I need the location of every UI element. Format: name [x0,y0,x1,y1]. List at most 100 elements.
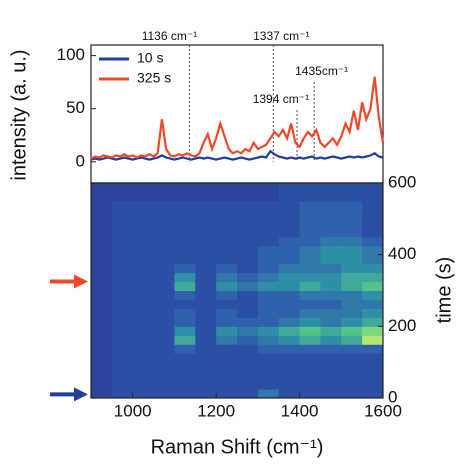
heatmap-cell [299,200,321,211]
heatmap-cell [195,281,217,291]
heatmap-cell [320,353,342,363]
heatmap-cell [132,183,155,193]
heatmap-cell [341,371,363,381]
heatmap-cell [278,299,301,309]
heatmap-cell [278,254,301,265]
heatmap-cell [195,263,217,274]
heatmap-cell [174,317,196,327]
heatmap-cell [320,290,342,300]
heatmap-cell [257,344,280,354]
heatmap-cell [320,308,342,318]
heatmap-cell [299,335,321,345]
heatmap-cell [91,344,113,354]
heatmap-cell [362,218,384,229]
heatmap-cell [195,380,217,390]
heatmap-cell [132,335,155,345]
heatmap-cell [299,191,321,202]
heatmap-cell [195,389,217,399]
heatmap-cell [320,218,342,229]
heatmap-cell [237,191,259,202]
annotation-label: 1337 cm⁻¹ [253,29,309,43]
heatmap-cell [278,245,301,256]
heatmap-cell [195,227,217,238]
heatmap-cell [132,317,155,327]
heatmap-cell [216,227,238,238]
heatmap-cell [111,245,134,256]
heatmap-cell [320,281,342,291]
heatmap-cell [91,227,113,238]
x-axis-label: Raman Shift (cm⁻¹) [151,436,324,458]
heatmap-cell [216,209,238,220]
annotation-label: 1435cm⁻¹ [295,64,348,78]
heatmap-cell [299,371,321,381]
heatmap-cell [132,281,155,291]
heatmap-cell [257,353,280,363]
heatmap-cell [237,227,259,238]
heatmap-cell [153,308,175,318]
heatmap-cell [216,272,238,283]
heatmap-cell [174,200,196,211]
heatmap-cell [153,272,175,283]
heatmap-cell [341,380,363,390]
heatmap-cell [257,326,280,336]
heatmap-cell [91,290,113,300]
heatmap-cell [278,218,301,229]
heatmap-cell [91,317,113,327]
time-arrow-head [74,387,88,402]
heatmap-cell [153,191,175,202]
heatmap-cell [216,353,238,363]
heatmap-cell [341,299,363,309]
heatmap-cell [216,200,238,211]
heatmap-cell [174,290,196,300]
y2-tick-label: 400 [388,244,416,263]
heatmap-cell [341,308,363,318]
heatmap-cell [341,227,363,238]
heatmap-cell [341,335,363,345]
heatmap-cell [91,335,113,345]
heatmap-cell [278,317,301,327]
y-axis-label: intensity (a. u.) [8,49,30,180]
heatmap-cell [341,353,363,363]
heatmap-cell [91,272,113,283]
heatmap-cell [341,200,363,211]
heatmap-cell [237,263,259,274]
heatmap-cell [153,380,175,390]
heatmap-cell [299,218,321,229]
heatmap-cell [320,389,342,399]
heatmap-cell [362,380,384,390]
x-tick-label: 1600 [364,401,402,420]
heatmap-cell [216,236,238,247]
heatmap-cell [91,218,113,229]
heatmap-cell [132,326,155,336]
heatmap-cell [278,389,301,399]
heatmap-cell [257,236,280,247]
heatmap-cell [216,362,238,372]
heatmap-cell [132,380,155,390]
heatmap-cell [257,371,280,381]
heatmap-cell [216,263,238,274]
heatmap-cell [341,218,363,229]
heatmap-cell [153,263,175,274]
heatmap-cell [111,218,134,229]
heatmap-cell [362,209,384,220]
heatmap-cell [174,308,196,318]
heatmap-cell [341,209,363,220]
heatmap-cell [278,371,301,381]
heatmap-cell [299,227,321,238]
heatmap-cell [132,218,155,229]
heatmap-cell [257,254,280,265]
heatmap-cell [341,236,363,247]
heatmap-cell [237,218,259,229]
line-series [90,76,385,160]
heatmap-cell [111,227,134,238]
heatmap-cell [299,209,321,220]
heatmap-cell [216,335,238,345]
heatmap-cell [91,362,113,372]
heatmap-cell [174,326,196,336]
heatmap-cell [237,308,259,318]
heatmap-cell [237,389,259,399]
heatmap-cell [237,254,259,265]
heatmap-cell [237,326,259,336]
heatmap-cell [153,362,175,372]
